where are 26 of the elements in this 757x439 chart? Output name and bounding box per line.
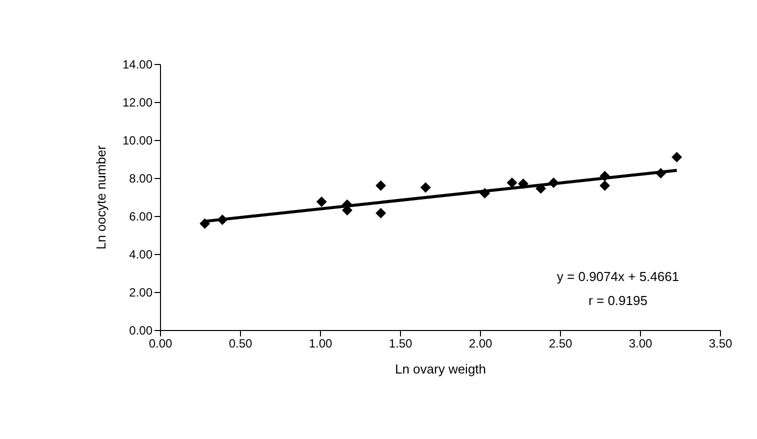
y-axis-title: Ln oocyte number <box>93 144 108 250</box>
y-tick-label: 6.00 <box>129 210 153 224</box>
x-tick-label: 0.00 <box>148 336 172 350</box>
y-tick-label: 2.00 <box>129 286 153 300</box>
y-tick-label: 0.00 <box>129 324 153 338</box>
x-tick-label: 1.00 <box>308 336 332 350</box>
point <box>600 180 610 191</box>
x-tick-label: 3.50 <box>708 336 732 350</box>
x-tick-label: 3.00 <box>628 336 652 350</box>
y-tick-label: 4.00 <box>129 248 153 262</box>
annotation: r = 0.9195 <box>588 293 648 308</box>
y-tick-label: 12.00 <box>122 96 153 110</box>
point <box>376 208 386 218</box>
annotation: y = 0.9074x + 5.4661 <box>556 269 680 284</box>
point <box>316 196 327 207</box>
x-tick-label: 1.50 <box>388 336 412 350</box>
x-axis-title: Ln ovary weigth <box>394 362 486 376</box>
y-tick-label: 14.00 <box>122 58 153 72</box>
point <box>420 182 431 193</box>
x-tick-label: 2.00 <box>468 336 492 350</box>
x-tick-label: 2.50 <box>548 336 572 350</box>
y-tick-label: 8.00 <box>129 172 153 186</box>
point <box>376 180 386 191</box>
y-tick-label: 10.00 <box>122 134 153 148</box>
x-tick-label: 0.50 <box>228 336 252 350</box>
point <box>672 152 682 162</box>
